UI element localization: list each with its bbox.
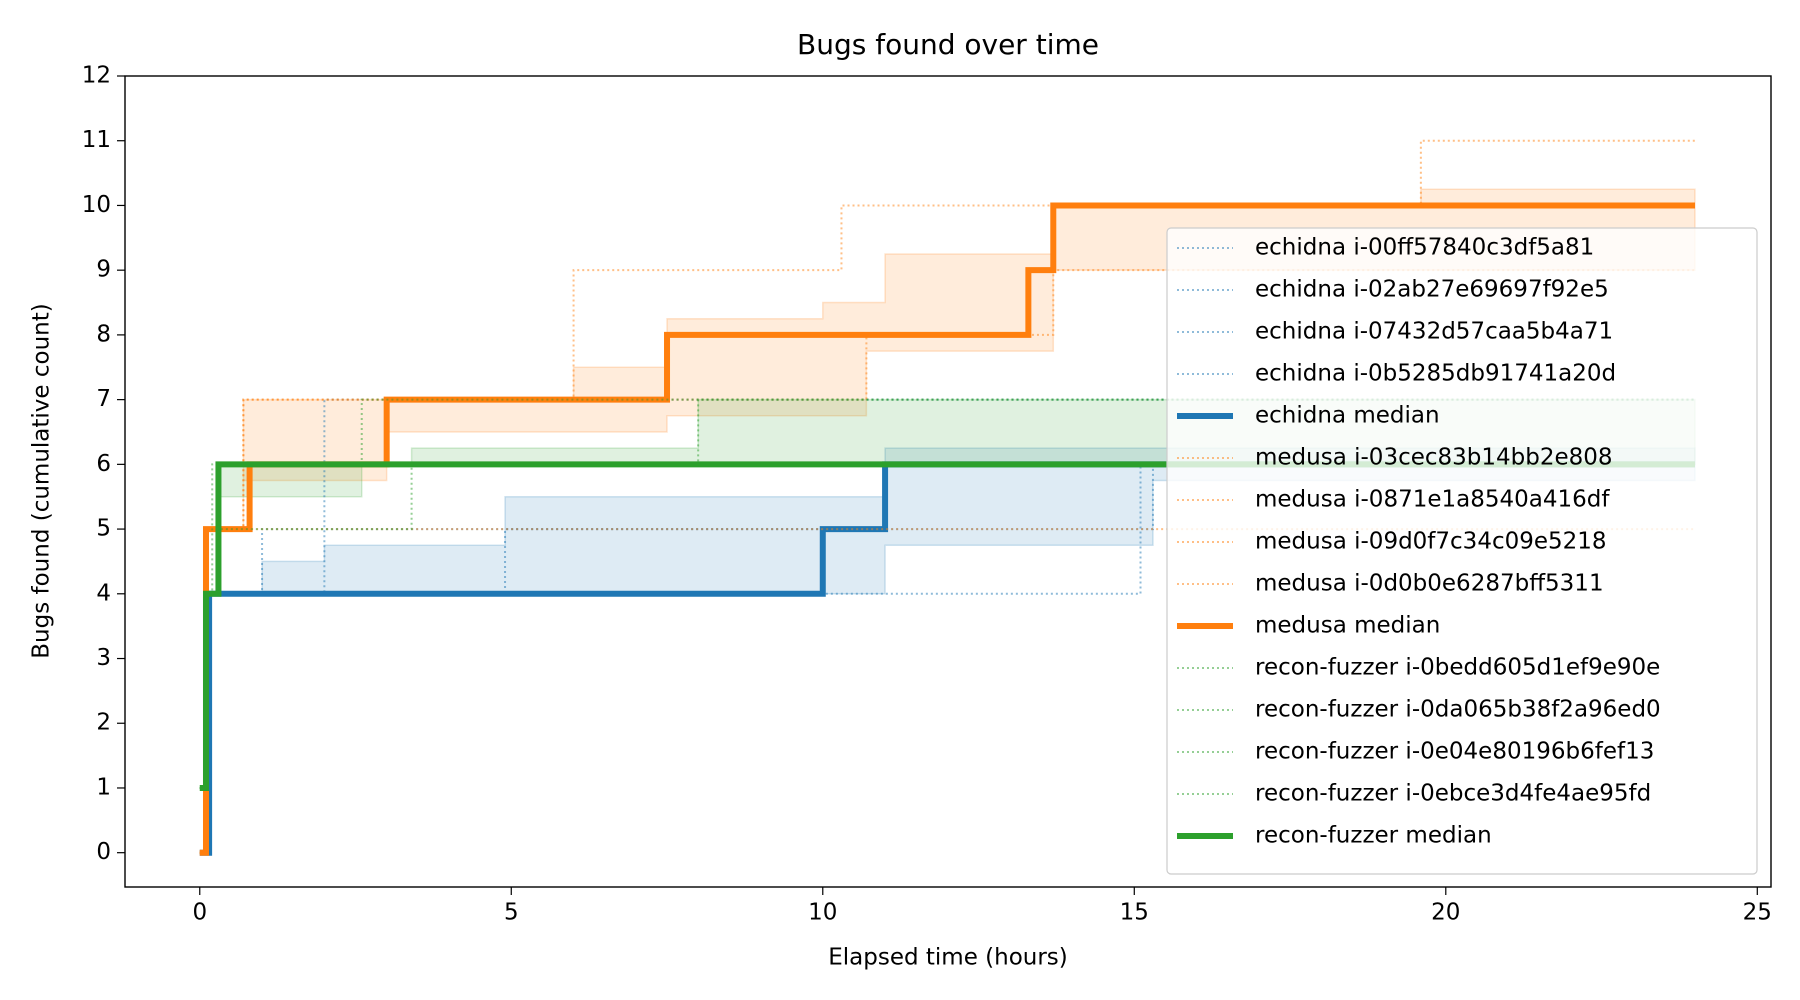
chart-title: Bugs found over time	[797, 28, 1099, 61]
run-line	[199, 463, 1695, 854]
x-tick-label: 25	[1743, 900, 1772, 926]
plot-frame	[124, 75, 1772, 888]
run-line	[199, 398, 1695, 789]
legend-label: echidna i-0b5285db91741a20d	[1255, 361, 1616, 387]
legend-label: echidna i-00ff57840c3df5a81	[1255, 235, 1594, 261]
legend-label: recon-fuzzer median	[1255, 823, 1492, 849]
y-tick-label: 4	[96, 580, 111, 606]
y-tick-label: 0	[96, 839, 111, 865]
legend-label: medusa i-0871e1a8540a416df	[1255, 487, 1610, 513]
x-tick-label: 5	[504, 900, 519, 926]
legend-label: echidna median	[1255, 403, 1440, 429]
legend-label: echidna i-07432d57caa5b4a71	[1255, 319, 1613, 345]
y-tick-label: 1	[96, 774, 111, 800]
x-tick-label: 10	[808, 900, 837, 926]
y-tick-label: 12	[82, 63, 111, 89]
x-tick-label: 15	[1120, 900, 1149, 926]
legend-label: medusa median	[1255, 613, 1440, 639]
y-tick-label: 8	[96, 321, 111, 347]
legend-label: medusa i-09d0f7c34c09e5218	[1255, 529, 1607, 555]
y-tick-label: 9	[96, 257, 111, 283]
legend-label: recon-fuzzer i-0bedd605d1ef9e90e	[1255, 655, 1660, 681]
legend-label: medusa i-03cec83b14bb2e808	[1255, 445, 1613, 471]
y-tick-label: 5	[96, 516, 111, 542]
y-tick-label: 3	[96, 645, 111, 671]
legend-label: recon-fuzzer i-0e04e80196b6fef13	[1255, 739, 1654, 765]
median-line	[199, 461, 1695, 791]
y-axis-label: Bugs found (cumulative count)	[29, 303, 55, 659]
x-tick-label: 20	[1431, 900, 1460, 926]
legend-box	[1166, 227, 1758, 875]
x-axis-label: Elapsed time (hours)	[828, 945, 1068, 971]
median-line	[199, 461, 1695, 856]
y-tick-label: 2	[96, 710, 111, 736]
legend-label: echidna i-02ab27e69697f92e5	[1255, 277, 1609, 303]
legend-label: recon-fuzzer i-0da065b38f2a96ed0	[1255, 697, 1661, 723]
legend-label: medusa i-0d0b0e6287bff5311	[1255, 571, 1604, 597]
y-tick-label: 10	[82, 192, 111, 218]
y-tick-label: 7	[96, 386, 111, 412]
legend-label: recon-fuzzer i-0ebce3d4fe4ae95fd	[1255, 781, 1651, 807]
y-tick-label: 6	[96, 451, 111, 477]
x-tick-label: 0	[192, 900, 207, 926]
y-tick-label: 11	[82, 127, 111, 153]
